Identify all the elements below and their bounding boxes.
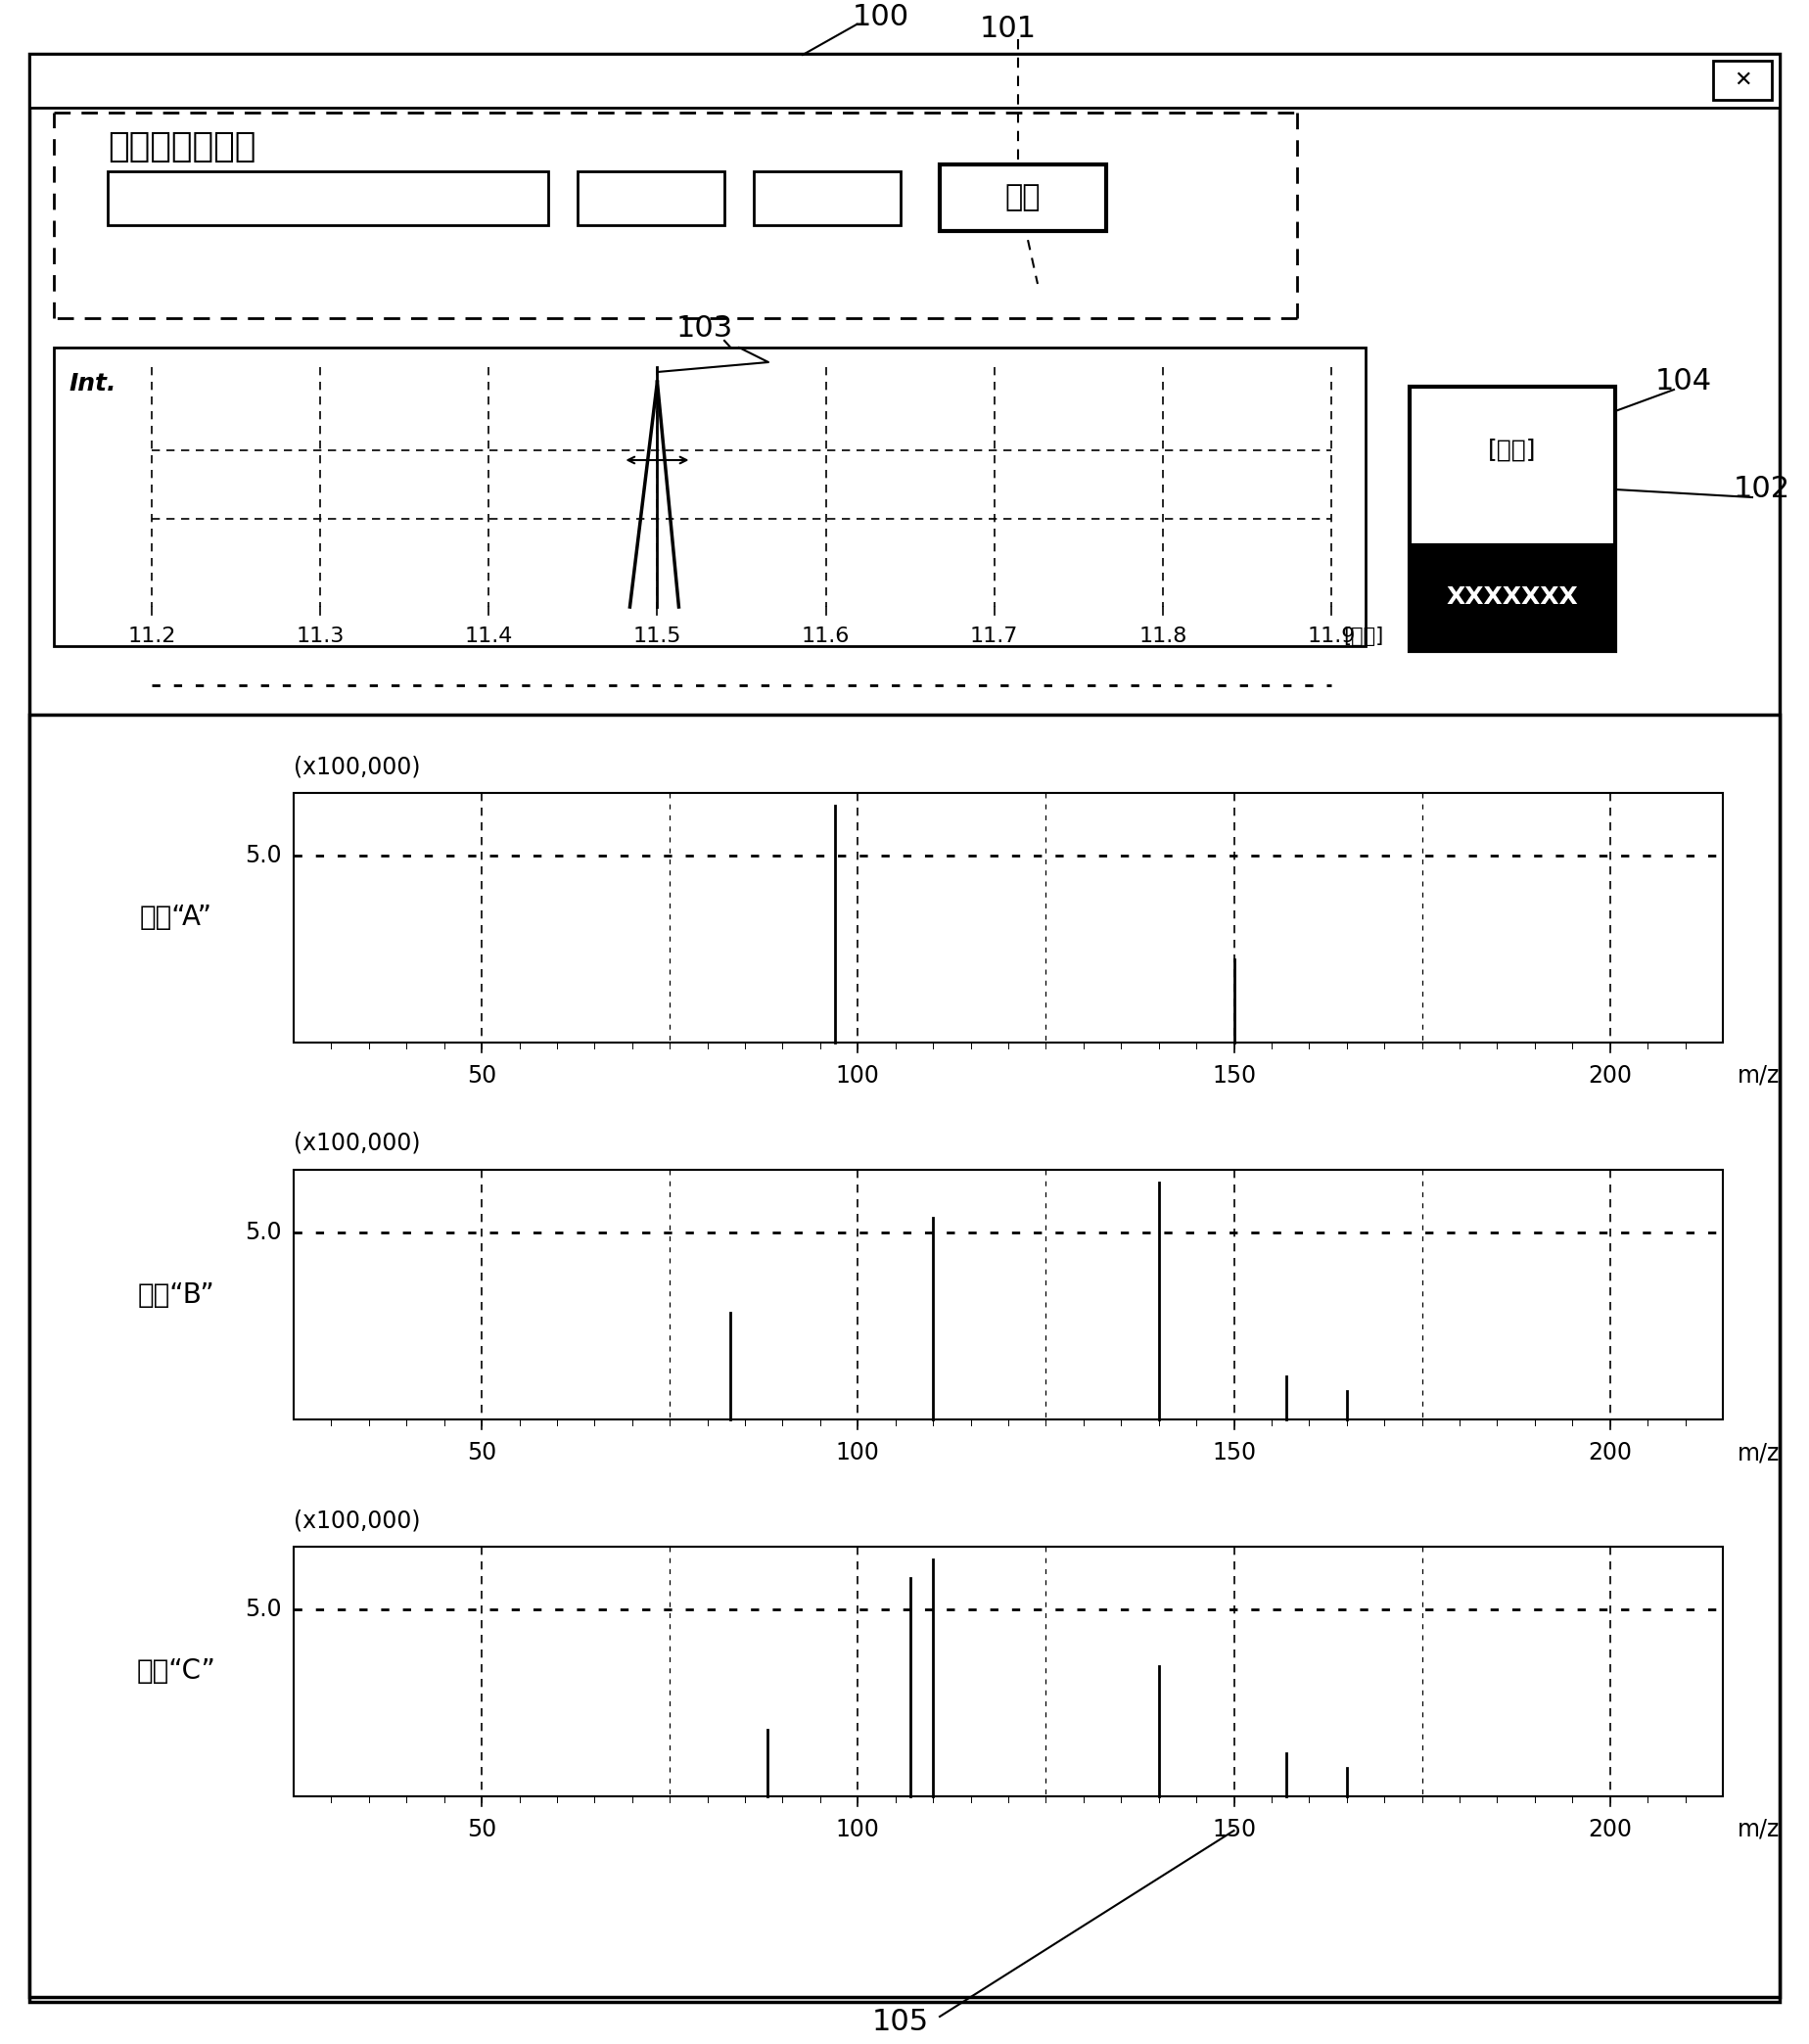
Text: 5.0: 5.0 — [244, 1596, 282, 1621]
Text: 11.3: 11.3 — [297, 628, 344, 646]
Text: 104: 104 — [1655, 368, 1711, 397]
Bar — [1713, 61, 1771, 100]
Text: 测量“C”: 测量“C” — [137, 1658, 215, 1684]
Text: m/z: m/z — [1737, 1817, 1780, 1842]
Text: 50: 50 — [467, 1817, 496, 1842]
Text: (x100,000): (x100,000) — [293, 1132, 420, 1155]
Text: 5.0: 5.0 — [244, 1220, 282, 1245]
Text: 200: 200 — [1588, 1441, 1632, 1464]
Bar — [293, 1547, 1722, 1797]
Text: 50: 50 — [467, 1065, 496, 1087]
Text: [分钟]: [分钟] — [1342, 628, 1384, 646]
Text: 测量“A”: 测量“A” — [139, 903, 212, 932]
Text: ✕: ✕ — [1733, 69, 1751, 90]
Text: 100: 100 — [836, 1817, 879, 1842]
Text: 100: 100 — [836, 1441, 879, 1464]
Text: 11.9: 11.9 — [1308, 628, 1355, 646]
Text: 11.6: 11.6 — [801, 628, 850, 646]
Bar — [54, 347, 1366, 646]
Bar — [29, 715, 1780, 1997]
Bar — [754, 172, 901, 225]
Text: 11.5: 11.5 — [633, 628, 682, 646]
Text: [名称]: [名称] — [1489, 439, 1536, 462]
Bar — [1409, 386, 1615, 650]
Bar — [939, 164, 1105, 231]
Text: 11.7: 11.7 — [970, 628, 1018, 646]
Text: 105: 105 — [872, 2007, 930, 2036]
Text: XXXXXXX: XXXXXXX — [1447, 585, 1577, 609]
Text: 色谱图选择条件: 色谱图选择条件 — [109, 131, 255, 164]
Text: 200: 200 — [1588, 1065, 1632, 1087]
Text: 102: 102 — [1733, 476, 1791, 503]
Text: 11.2: 11.2 — [128, 628, 175, 646]
Text: 150: 150 — [1212, 1441, 1255, 1464]
Bar — [1409, 544, 1615, 650]
Text: 150: 150 — [1212, 1065, 1255, 1087]
Text: 103: 103 — [677, 313, 733, 341]
Text: 200: 200 — [1588, 1817, 1632, 1842]
Text: 11.8: 11.8 — [1138, 628, 1187, 646]
Text: 11.4: 11.4 — [465, 628, 514, 646]
Text: (x100,000): (x100,000) — [293, 754, 420, 779]
Text: 应用: 应用 — [1006, 184, 1040, 213]
Text: 5.0: 5.0 — [244, 844, 282, 867]
Text: Int.: Int. — [69, 372, 116, 394]
Text: 100: 100 — [852, 4, 910, 33]
Text: 测量“B”: 测量“B” — [137, 1282, 215, 1308]
Text: (x100,000): (x100,000) — [293, 1508, 420, 1533]
Text: 50: 50 — [467, 1441, 496, 1464]
Text: 150: 150 — [1212, 1817, 1255, 1842]
Bar — [109, 172, 548, 225]
Text: 101: 101 — [980, 14, 1037, 43]
Bar — [577, 172, 724, 225]
Bar — [293, 793, 1722, 1042]
Text: 100: 100 — [836, 1065, 879, 1087]
Bar — [293, 1169, 1722, 1419]
Text: m/z: m/z — [1737, 1065, 1780, 1087]
Bar — [29, 53, 1780, 108]
Text: m/z: m/z — [1737, 1441, 1780, 1464]
